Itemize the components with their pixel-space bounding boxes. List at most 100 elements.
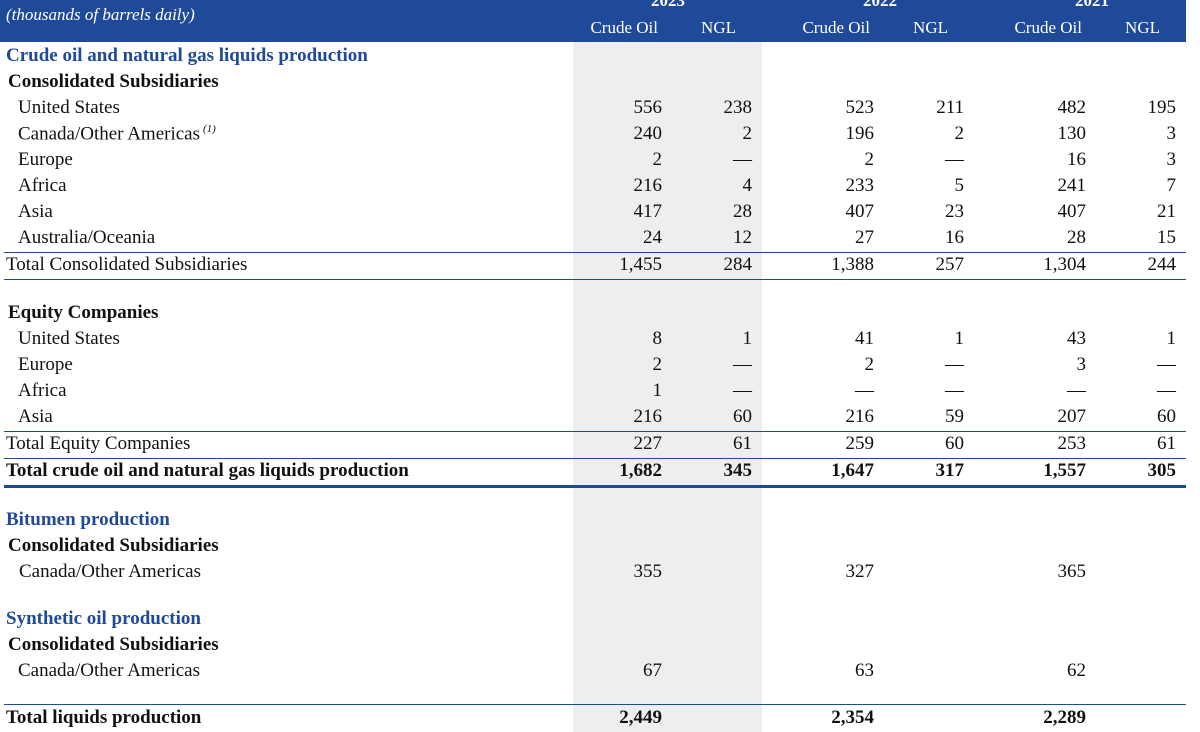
cell-crude-2021: 43 xyxy=(1067,328,1086,349)
year-2021: 2021 xyxy=(1075,0,1109,10)
cell-crude-2023: 67 xyxy=(643,660,662,681)
row-label: Africa xyxy=(18,175,67,196)
cell-crude-2023: 2 xyxy=(652,149,663,170)
group-title-consolidated: Consolidated Subsidiaries xyxy=(8,535,219,556)
cell-crude-2023: 1,682 xyxy=(619,460,662,481)
cell-crude-2022: 41 xyxy=(855,328,874,349)
cell-ngl-2021: 60 xyxy=(1157,406,1176,427)
row-label-text: Canada/Other Americas xyxy=(18,123,201,145)
group-heading: Consolidated Subsidiaries xyxy=(0,633,1186,659)
cell-crude-2022: 259 xyxy=(845,433,875,454)
cell-ngl-2022: 59 xyxy=(945,406,964,427)
cell-crude-2021: — xyxy=(1067,380,1086,401)
table-row-grand-total: Total crude oil and natural gas liquids … xyxy=(0,459,1186,485)
table-row: Europe 2 — 2 — 16 3 xyxy=(0,148,1186,174)
cell-ngl-2022: 257 xyxy=(935,254,965,275)
cell-crude-2022: — xyxy=(855,380,874,401)
cell-ngl-2022: 317 xyxy=(935,460,965,481)
row-label: Canada/Other Americas xyxy=(18,660,201,681)
col-crude-2021: Crude Oil xyxy=(1014,18,1082,37)
cell-crude-2021: 130 xyxy=(1057,123,1087,144)
cell-crude-2023: 2 xyxy=(652,354,663,375)
cell-crude-2023: 216 xyxy=(633,175,663,196)
cell-crude-2022: 327 xyxy=(845,561,875,582)
table-row: Africa 1 — — — — — xyxy=(0,379,1186,405)
section-title-bitumen: Bitumen production xyxy=(6,509,170,530)
cell-crude-2021: 407 xyxy=(1057,201,1087,222)
cell-crude-2022: 1,388 xyxy=(831,254,874,275)
table-row: Africa 216 4 233 5 241 7 xyxy=(0,174,1186,200)
cell-crude-2021: 482 xyxy=(1057,97,1087,118)
cell-crude-2022: 2 xyxy=(864,354,875,375)
cell-crude-2022: 63 xyxy=(855,660,874,681)
cell-ngl-2022: 23 xyxy=(945,201,964,222)
section-heading: Bitumen production xyxy=(0,508,1186,534)
cell-ngl-2023: — xyxy=(733,380,752,401)
row-label: Total Consolidated Subsidiaries xyxy=(6,254,248,275)
divider xyxy=(4,431,1186,432)
cell-crude-2023: 216 xyxy=(633,406,663,427)
table-row: United States 556 238 523 211 482 195 xyxy=(0,96,1186,122)
cell-crude-2023: 24 xyxy=(643,227,662,248)
row-label: Total crude oil and natural gas liquids … xyxy=(6,460,409,481)
cell-crude-2021: 253 xyxy=(1057,433,1087,454)
cell-ngl-2023: 4 xyxy=(742,175,753,196)
row-label: Total liquids production xyxy=(6,707,202,728)
cell-crude-2021: 2,289 xyxy=(1043,707,1086,728)
section-heading: Crude oil and natural gas liquids produc… xyxy=(0,44,1186,70)
col-crude-2023: Crude Oil xyxy=(590,18,658,37)
col-ngl-2022: NGL xyxy=(913,18,948,37)
cell-crude-2022: 216 xyxy=(845,406,875,427)
cell-crude-2022: 233 xyxy=(845,175,875,196)
cell-crude-2021: 241 xyxy=(1057,175,1087,196)
row-label: United States xyxy=(18,328,120,349)
divider xyxy=(4,279,1186,280)
cell-crude-2022: 1,647 xyxy=(831,460,874,481)
cell-ngl-2022: 5 xyxy=(954,175,965,196)
cell-ngl-2023: 61 xyxy=(733,433,752,454)
cell-ngl-2022: — xyxy=(945,149,964,170)
cell-ngl-2022: 16 xyxy=(945,227,964,248)
table-header: (thousands of barrels daily) 2023 2022 2… xyxy=(0,0,1186,42)
row-label: Asia xyxy=(18,406,53,427)
cell-ngl-2022: 60 xyxy=(945,433,964,454)
group-heading: Consolidated Subsidiaries xyxy=(0,534,1186,560)
cell-ngl-2021: 3 xyxy=(1166,149,1177,170)
table-row-total: Total Consolidated Subsidiaries 1,455 28… xyxy=(0,253,1186,279)
cell-crude-2023: 556 xyxy=(633,97,663,118)
cell-crude-2023: 1 xyxy=(652,380,663,401)
cell-ngl-2023: 345 xyxy=(723,460,753,481)
col-ngl-2023: NGL xyxy=(701,18,736,37)
cell-ngl-2022: 1 xyxy=(954,328,965,349)
year-2022: 2022 xyxy=(863,0,897,10)
cell-crude-2021: 3 xyxy=(1076,354,1087,375)
cell-crude-2021: 365 xyxy=(1057,561,1087,582)
cell-crude-2023: 227 xyxy=(633,433,663,454)
section-heading: Synthetic oil production xyxy=(0,607,1186,633)
row-label: Canada/Other Americas (1) xyxy=(18,123,216,145)
cell-ngl-2021: 244 xyxy=(1147,254,1177,275)
group-heading: Equity Companies xyxy=(0,301,1186,327)
cell-crude-2021: 207 xyxy=(1057,406,1087,427)
col-ngl-2021: NGL xyxy=(1125,18,1160,37)
row-label: Africa xyxy=(18,380,67,401)
cell-ngl-2023: 238 xyxy=(723,97,753,118)
cell-ngl-2021: 61 xyxy=(1157,433,1176,454)
cell-ngl-2023: 28 xyxy=(733,201,752,222)
cell-ngl-2021: — xyxy=(1157,354,1176,375)
cell-ngl-2023: 1 xyxy=(742,328,753,349)
row-label: Europe xyxy=(18,149,73,170)
cell-ngl-2023: — xyxy=(733,149,752,170)
section-title-synthetic: Synthetic oil production xyxy=(6,608,201,629)
cell-crude-2022: 2,354 xyxy=(831,707,874,728)
table-row: Canada/Other Americas 355 327 365 xyxy=(0,560,1186,586)
group-title-consolidated: Consolidated Subsidiaries xyxy=(8,71,219,92)
cell-ngl-2023: 12 xyxy=(733,227,752,248)
cell-crude-2021: 28 xyxy=(1067,227,1086,248)
cell-crude-2021: 1,304 xyxy=(1043,254,1086,275)
cell-crude-2023: 8 xyxy=(652,328,663,349)
cell-ngl-2023: — xyxy=(733,354,752,375)
cell-ngl-2021: 7 xyxy=(1166,175,1177,196)
cell-ngl-2022: 211 xyxy=(936,97,964,118)
unit-label: (thousands of barrels daily) xyxy=(6,5,195,24)
